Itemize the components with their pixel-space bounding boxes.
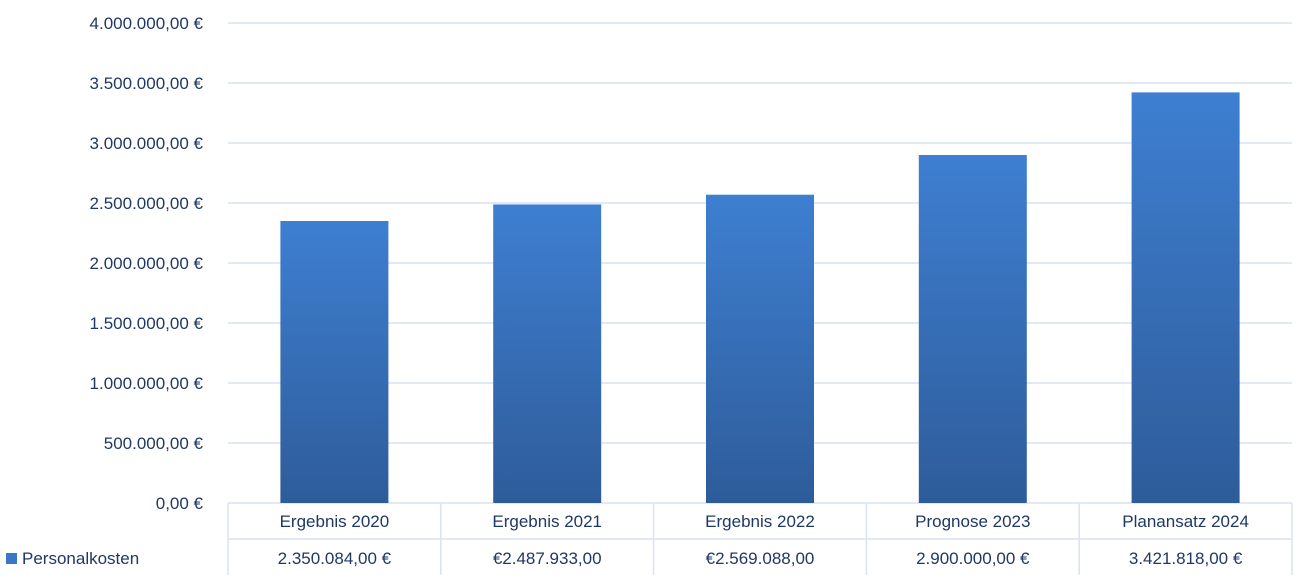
table-cell-value: 3.421.818,00 €	[1129, 549, 1243, 568]
bar	[918, 155, 1027, 503]
y-tick-label: 500.000,00 €	[104, 434, 204, 453]
table-cell-value: 2.900.000,00 €	[916, 549, 1030, 568]
category-label: Ergebnis 2022	[705, 512, 815, 531]
bar	[706, 194, 814, 503]
category-label: Ergebnis 2021	[492, 512, 602, 531]
legend-label: Personalkosten	[22, 549, 139, 568]
y-tick-label: 3.500.000,00 €	[90, 74, 204, 93]
data-table: Ergebnis 2020 2.350.084,00 € Ergebnis 2021…	[227, 503, 1293, 575]
y-tick-label: 1.500.000,00 €	[90, 314, 204, 333]
category-label: Planansatz 2024	[1122, 512, 1249, 531]
y-tick-label: 0,00 €	[156, 494, 204, 513]
table-cell-value: €2.487.933,00	[493, 549, 602, 568]
y-tick-label: 1.000.000,00 €	[90, 374, 204, 393]
category-label: Ergebnis 2020	[280, 512, 390, 531]
table-cell-value: 2.350.084,00 €	[278, 549, 392, 568]
bar	[1131, 92, 1240, 504]
bars	[280, 92, 1240, 504]
legend-swatch	[6, 553, 17, 564]
y-tick-label: 4.000.000,00 €	[90, 14, 204, 33]
table-cell-value: €2.569.088,00	[706, 549, 815, 568]
bar	[280, 220, 389, 503]
y-axis-ticks: 0,00 € 500.000,00 € 1.000.000,00 € 1.500.00…	[90, 14, 204, 513]
y-tick-label: 2.000.000,00 €	[90, 254, 204, 273]
bar	[493, 204, 602, 503]
legend: Personalkosten	[6, 549, 139, 568]
y-tick-label: 3.000.000,00 €	[90, 134, 204, 153]
category-label: Prognose 2023	[915, 512, 1030, 531]
y-tick-label: 2.500.000,00 €	[90, 194, 204, 213]
